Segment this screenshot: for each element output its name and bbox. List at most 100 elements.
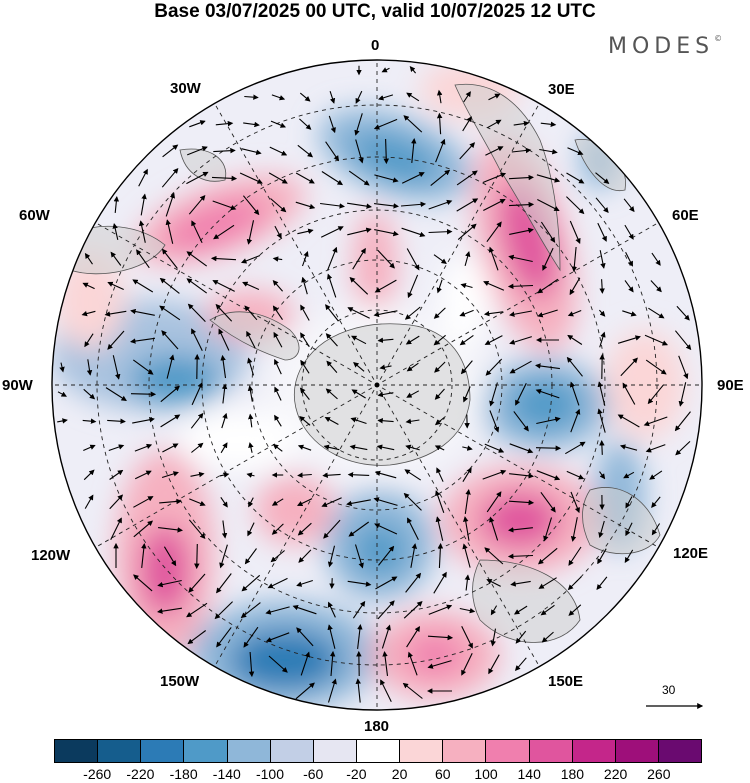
wind-vector [647,384,665,405]
wind-vector [272,256,283,262]
colorbar-tick-label: 260 [647,766,671,782]
wind-vector [540,491,556,513]
colorbar-tick-label: 100 [474,766,498,782]
wind-vector [678,355,689,380]
wind-vector [242,281,260,291]
wind-vector [509,227,534,235]
wind-vector [436,89,443,104]
wind-vector [404,306,421,320]
wind-vector [190,412,204,429]
wind-vector [215,303,233,322]
wind-vector [352,247,366,270]
wind-vector [514,657,527,672]
wind-vector [84,333,94,348]
wind-vector [623,198,635,213]
colorbar-swatch [184,740,228,762]
wind-vector [82,282,95,290]
wind-vector [490,628,497,647]
lon-label-120w: 120W [31,547,71,564]
wind-vector [188,519,206,540]
wind-vector [301,250,309,267]
wind-vector [83,388,96,400]
wind-vector [347,580,372,587]
wind-vector [215,120,234,127]
colorbar-swatch [55,740,99,762]
wind-vector [107,418,126,425]
wind-vector [133,496,154,508]
wind-vector [323,444,340,451]
wind-vector [540,221,556,243]
wind-vector [274,414,282,427]
wind-vector [566,172,585,184]
wind-vector [105,387,127,401]
wind-vector [240,254,261,264]
wind-vector [674,411,691,432]
wind-vector [644,334,669,346]
lon-label-60e: 60E [672,207,699,224]
wind-vector [187,303,206,322]
lon-label-120e: 120E [673,545,709,562]
wind-vector [599,250,606,269]
wind-vector [220,496,228,508]
wind-vector [109,469,124,480]
wind-vector [351,389,366,399]
wind-vector [162,443,179,453]
wind-vector [402,682,423,699]
colorbar-tick-label: -100 [255,766,285,782]
wind-vector [157,579,182,588]
wind-vector [325,388,338,400]
lon-label-0: 0 [371,37,380,54]
colorbar-swatch [313,740,357,762]
wind-vector [569,220,581,245]
wind-vector [406,362,419,372]
wind-vector [461,625,473,649]
wind-vector [165,219,174,244]
wind-vector [373,118,398,130]
wind-vector [243,626,259,648]
wind-vector [675,440,691,456]
wind-vector [566,470,585,480]
wind-vector [352,600,366,619]
wind-vector [484,443,505,453]
wind-vector [598,309,606,317]
wind-vectors [57,65,692,703]
wind-vector [160,385,181,403]
wind-vector [248,413,254,428]
lon-label-90e: 90E [717,377,744,394]
wind-vector [244,548,257,565]
wind-vector [216,627,232,648]
lon-label-30e: 30E [548,81,575,98]
wind-vector [624,549,634,564]
wind-vector [381,67,390,73]
wind-vector [649,470,663,480]
wind-vector [567,309,582,317]
wind-vector [327,624,336,649]
wind-vector [513,411,529,432]
wind-vector [325,141,340,162]
wind-vector [83,444,96,452]
wind-vector [295,682,315,700]
wind-vector [375,576,398,590]
wind-vector [244,305,258,321]
colorbar-tick-label: -60 [303,766,324,782]
wind-vector [186,251,208,267]
wind-vector [301,276,308,295]
wind-vector [571,246,578,273]
wind-vector [326,360,338,373]
wind-vector [300,359,310,374]
colorbar-swatch [529,740,573,762]
wind-vector [515,382,527,406]
wind-vector [515,630,527,644]
colorbar-swatch [270,740,314,762]
wind-vector [132,359,154,375]
wind-vector [486,579,501,587]
wind-vector [623,471,635,479]
wind-vector [405,335,420,345]
wind-vector [296,627,314,647]
wind-vector [570,408,581,433]
wind-vector [508,499,535,506]
wind-vector [403,601,423,619]
wind-vector [188,194,206,215]
wind-vector [161,330,179,350]
wind-vector [484,547,504,565]
